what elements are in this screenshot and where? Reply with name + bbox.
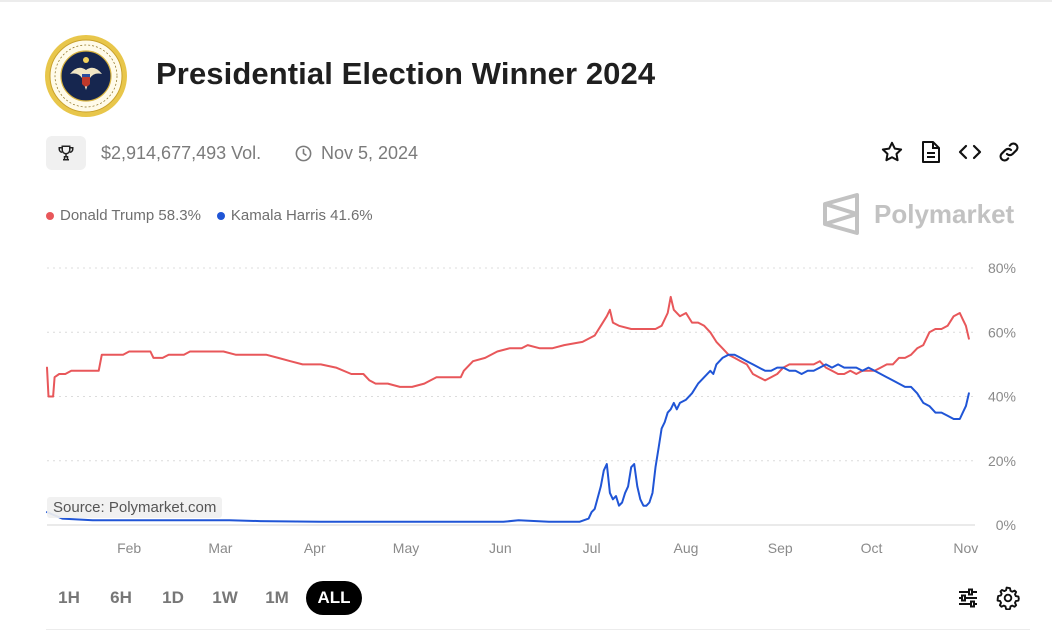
x-tick-label: Jun [489,540,512,556]
volume-text: $2,914,677,493 Vol. [101,143,262,163]
legend-dot-harris [216,211,225,220]
clock-icon [295,145,312,162]
legend-label-harris: Kamala Harris 41.6% [230,207,373,224]
x-tick-label: Feb [117,540,141,556]
series-line-donald-trump [46,295,970,398]
x-tick-label: Aug [673,540,698,556]
polymarket-watermark: Polymarket [822,192,1014,236]
range-1d-button[interactable]: 1D [150,581,196,615]
embed-button[interactable] [958,140,982,164]
chart-series [46,295,970,523]
range-1w-button[interactable]: 1W [202,581,248,615]
range-all-button[interactable]: ALL [306,581,362,615]
settings-button[interactable] [996,586,1020,610]
end-date-text: Nov 5, 2024 [321,143,419,163]
legend-label-trump: Donald Trump 58.3% [60,207,201,224]
trophy-button[interactable] [46,136,86,170]
y-tick-label: 0% [996,517,1016,533]
x-tick-label: Nov [953,540,978,556]
sliders-icon [959,588,977,608]
presidential-seal-icon [45,35,127,117]
trophy-icon [58,145,74,161]
code-icon [958,144,982,160]
x-tick-label: Apr [304,540,326,556]
y-tick-label: 80% [988,260,1016,276]
document-icon [922,141,940,163]
chart-tools [956,586,1020,610]
range-1h-button[interactable]: 1H [46,581,92,615]
x-axis: Feb Mar Apr May Jun Jul Aug Sep Oct Nov [117,540,978,556]
brand-name: Polymarket [874,198,1015,229]
y-tick-label: 60% [988,324,1016,340]
rules-button[interactable] [919,140,943,164]
x-tick-label: Jul [583,540,601,556]
x-tick-label: Mar [208,540,232,556]
time-range-selector: 1H 6H 1D 1W 1M ALL [46,581,362,615]
polymarket-logo-icon [823,193,859,235]
y-tick-label: 20% [988,453,1016,469]
legend-item-harris: Kamala Harris 41.6% [216,207,373,224]
series-line-kamala-harris [46,353,970,523]
y-axis: 0% 20% 40% 60% 80% [988,260,1016,533]
star-icon [881,141,903,162]
price-history-chart[interactable]: 0% 20% 40% 60% 80% Feb Mar Apr May Jun Jul Aug Sep O… [0,250,1052,560]
chart-grid [47,267,975,526]
filter-button[interactable] [956,586,980,610]
legend-dot-trump [46,211,54,220]
end-date: Nov 5, 2024 [294,143,418,164]
copy-link-button[interactable] [997,140,1021,164]
page-title: Presidential Election Winner 2024 [156,56,656,91]
range-1m-button[interactable]: 1M [254,581,300,615]
x-tick-label: Sep [768,540,793,556]
chart-legend: Donald Trump 58.3% Kamala Harris 41.6% [46,207,373,224]
bookmark-button[interactable] [880,140,904,164]
x-tick-label: May [393,540,419,556]
legend-item-trump: Donald Trump 58.3% [46,207,201,224]
link-icon [999,142,1019,162]
source-label: Source: Polymarket.com [47,497,223,518]
top-divider [0,0,1052,2]
bottom-divider [46,629,1030,630]
range-6h-button[interactable]: 6H [98,581,144,615]
x-tick-label: Oct [861,540,883,556]
market-actions [880,140,1021,164]
y-tick-label: 40% [988,389,1016,405]
gear-icon [996,586,1020,610]
